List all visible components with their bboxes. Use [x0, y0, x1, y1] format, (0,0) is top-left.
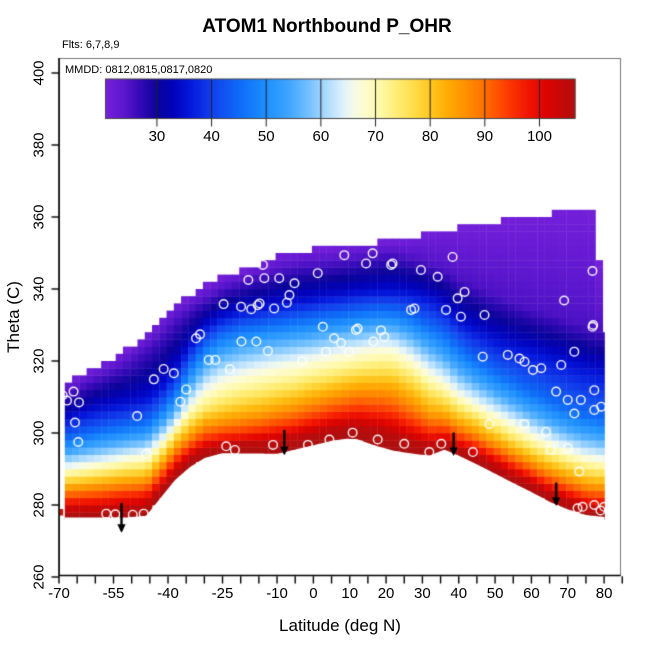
- x-tick-label: 50: [486, 585, 504, 602]
- y-tick-label: 260: [30, 564, 48, 590]
- y-tick-label: 340: [30, 276, 48, 302]
- x-tick-label: 40: [450, 585, 468, 602]
- colorbar-tick-label: 30: [148, 128, 166, 145]
- chart-title: ATOM1 Northbound P_OHR: [202, 16, 452, 37]
- x-tick-label: 0: [309, 585, 318, 602]
- colorbar-tick-label: 80: [421, 128, 439, 145]
- dates-annotation: MMDD: 0812,0815,0817,0820: [65, 64, 213, 76]
- y-tick-label: 300: [30, 420, 48, 446]
- y-tick-label: 280: [30, 492, 48, 518]
- x-tick-label: 20: [377, 585, 395, 602]
- y-axis-title: Theta (C): [4, 281, 23, 353]
- x-tick-label: -25: [211, 585, 234, 602]
- x-tick-label: -10: [266, 585, 288, 602]
- x-tick-label: 60: [523, 585, 540, 602]
- colorbar-tick-label: 50: [257, 128, 275, 145]
- colorbar-tick-label: 100: [526, 128, 552, 145]
- colorbar-tick-label: 60: [312, 128, 330, 145]
- y-tick-label: 380: [30, 132, 48, 158]
- x-axis-title: Latitude (deg N): [279, 616, 401, 635]
- x-tick-label: 80: [595, 585, 613, 602]
- x-tick-label: 70: [559, 585, 577, 602]
- x-tick-label: 30: [414, 585, 431, 602]
- y-tick-label: 320: [30, 348, 48, 374]
- x-tick-label: -55: [102, 585, 125, 602]
- y-tick-label: 360: [30, 204, 48, 230]
- x-tick-label: -70: [48, 585, 70, 602]
- x-tick-label: -40: [157, 585, 179, 602]
- flights-annotation: Flts: 6,7,8,9: [62, 39, 120, 51]
- colorbar-tick-label: 70: [367, 128, 384, 145]
- x-tick-label: 10: [341, 585, 359, 602]
- colorbar-tick-label: 40: [203, 128, 220, 145]
- y-tick-label: 400: [30, 60, 48, 86]
- colorbar-tick-label: 90: [476, 128, 494, 145]
